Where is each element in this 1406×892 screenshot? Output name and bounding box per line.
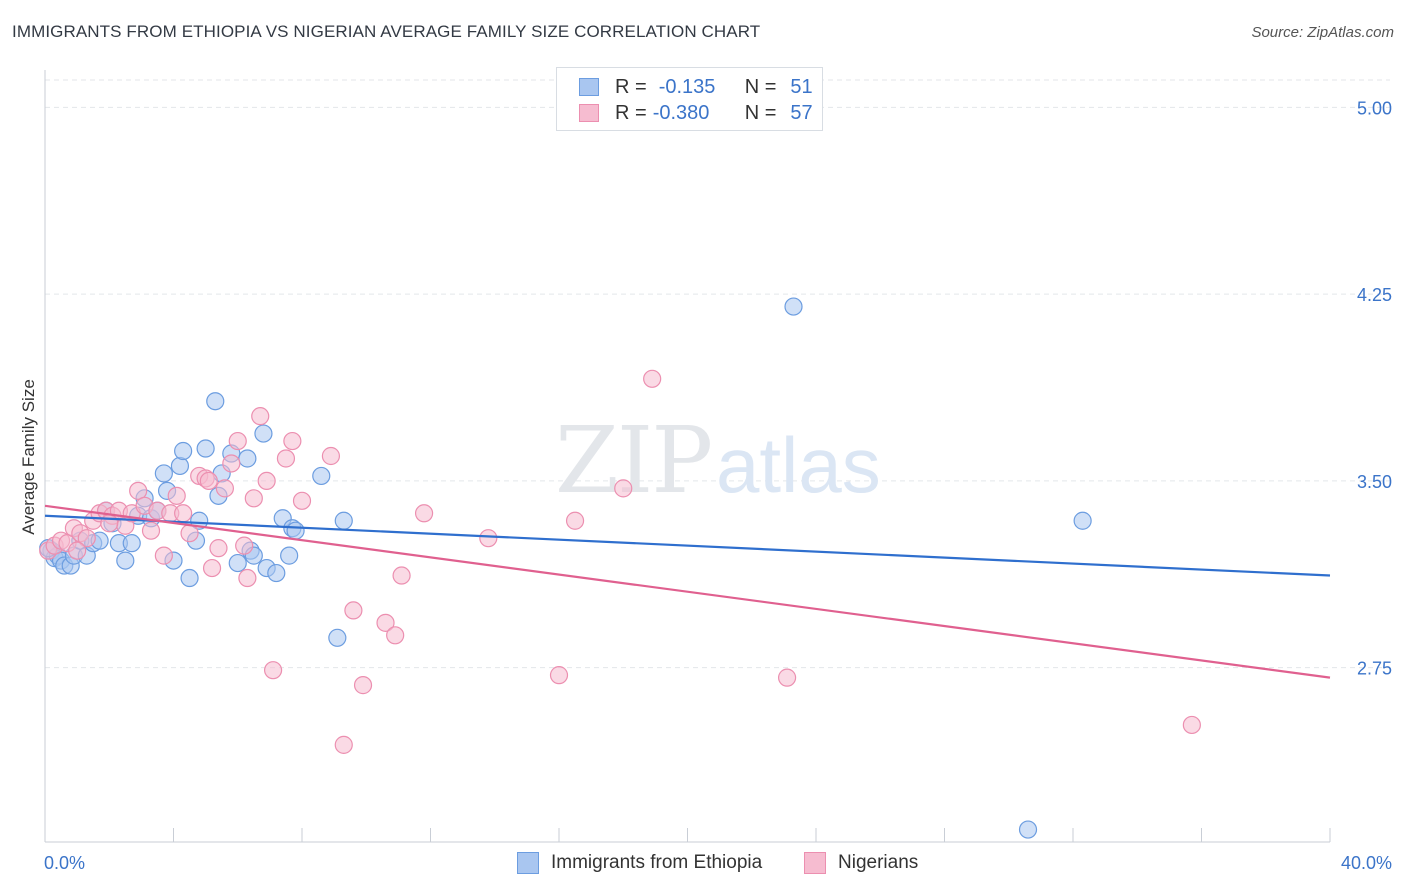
data-point-ethiopia <box>174 441 193 461</box>
data-point-ethiopia <box>228 553 247 573</box>
grid-lines <box>45 79 1390 669</box>
data-point-nigerians <box>257 471 276 491</box>
series-swatch-nigerians <box>804 852 826 874</box>
data-point-nigerians <box>276 449 296 468</box>
data-point-nigerians <box>209 539 228 558</box>
data-point-ethiopia <box>254 424 273 443</box>
data-point-ethiopia <box>116 551 135 570</box>
data-point-nigerians <box>244 489 263 508</box>
legend-r-value: -0.135 <box>658 75 716 98</box>
data-point-nigerians <box>614 479 633 498</box>
series-legend-nigerians[interactable]: Nigerians <box>804 852 918 874</box>
data-point-nigerians <box>777 668 797 687</box>
legend-n-value: 51 <box>790 75 813 98</box>
watermark: ZIP atlas <box>555 407 881 514</box>
series-swatch-ethiopia <box>517 852 539 874</box>
data-point-ethiopia <box>196 439 215 458</box>
trend-line-ethiopia <box>44 514 1331 577</box>
legend-n-label: N = <box>744 101 777 124</box>
legend-r-label: R = <box>615 75 647 98</box>
series-legend: Immigrants from Ethiopia Nigerians <box>0 852 1406 876</box>
data-point-ethiopia <box>1018 820 1038 839</box>
data-point-nigerians <box>283 431 302 451</box>
series-legend-ethiopia[interactable]: Immigrants from Ethiopia <box>517 852 762 874</box>
y-tick-label: 5.00 <box>1357 98 1392 118</box>
data-point-ethiopia <box>154 464 173 483</box>
axes <box>44 70 1331 843</box>
data-point-nigerians <box>238 568 257 588</box>
data-point-ethiopia <box>238 449 257 468</box>
data-point-nigerians <box>334 735 353 754</box>
data-point-nigerians <box>565 511 585 530</box>
data-point-nigerians <box>1182 715 1201 735</box>
legend-row-ethiopia: R = -0.135 N = 51 <box>579 75 813 99</box>
data-point-ethiopia <box>286 521 305 540</box>
data-point-nigerians <box>643 369 662 388</box>
data-point-nigerians <box>180 524 199 543</box>
series-label-nigerians: Nigerians <box>838 852 919 873</box>
stats-legend: R = -0.135 N = 51 R = -0.380 N = 57 <box>556 67 823 131</box>
legend-n-label: N = <box>744 75 777 98</box>
data-point-nigerians <box>292 491 312 510</box>
data-point-nigerians <box>199 471 218 491</box>
data-point-nigerians <box>77 529 96 548</box>
data-point-ethiopia <box>328 628 347 647</box>
data-point-nigerians <box>215 479 234 498</box>
x-tick-label: 0.0% <box>44 853 85 873</box>
data-point-ethiopia <box>784 297 803 316</box>
data-point-nigerians <box>202 558 222 578</box>
legend-swatch-nigerians <box>579 104 599 122</box>
data-point-nigerians <box>263 661 283 680</box>
data-point-nigerians <box>141 521 161 540</box>
data-point-nigerians <box>353 676 373 695</box>
data-point-nigerians <box>549 666 569 685</box>
data-point-nigerians <box>376 613 395 632</box>
y-axis-label: Average Family Size <box>19 379 38 535</box>
source-label: Source: ZipAtlas.com <box>1251 24 1394 41</box>
data-point-nigerians <box>100 514 119 533</box>
data-point-ethiopia <box>267 563 286 583</box>
x-tick-label: 40.0% <box>1341 853 1392 873</box>
legend-r-label: R = <box>615 101 647 124</box>
data-point-nigerians <box>386 626 405 645</box>
data-point-ethiopia <box>170 456 190 476</box>
watermark-zip: ZIP <box>555 407 711 514</box>
data-point-ethiopia <box>1073 511 1092 530</box>
legend-row-nigerians: R = -0.380 N = 57 <box>579 101 813 125</box>
legend-swatch-ethiopia <box>579 78 599 96</box>
data-point-ethiopia <box>334 511 353 530</box>
y-tick-label: 3.50 <box>1357 472 1392 492</box>
y-tick-label: 4.25 <box>1357 285 1392 305</box>
data-point-nigerians <box>235 536 254 555</box>
watermark-atlas: atlas <box>716 421 881 509</box>
trend-lines <box>44 504 1331 679</box>
data-point-ethiopia <box>280 546 299 565</box>
legend-n-value: 57 <box>790 101 813 124</box>
data-point-ethiopia <box>180 568 199 588</box>
data-point-ethiopia <box>206 392 225 411</box>
trend-line-nigerians <box>44 504 1331 679</box>
y-tick-label: 2.75 <box>1357 659 1392 679</box>
data-point-nigerians <box>228 431 247 451</box>
legend-r-value: -0.380 <box>652 101 710 124</box>
data-point-ethiopia <box>122 534 141 553</box>
data-point-nigerians <box>154 546 173 565</box>
data-point-nigerians <box>479 529 498 548</box>
data-point-ethiopia <box>312 466 331 486</box>
series-label-ethiopia: Immigrants from Ethiopia <box>551 852 763 873</box>
data-point-nigerians <box>167 486 186 505</box>
data-point-nigerians <box>414 504 434 523</box>
chart-title: IMMIGRANTS FROM ETHIOPIA VS NIGERIAN AVE… <box>12 22 761 41</box>
data-point-nigerians <box>392 566 411 585</box>
data-point-nigerians <box>68 541 87 560</box>
tick-labels: 2.75 3.50 4.25 5.00 0.0% 40.0% <box>44 98 1392 873</box>
data-point-nigerians <box>222 454 241 473</box>
data-points <box>39 297 1201 839</box>
data-point-nigerians <box>344 601 363 620</box>
data-point-nigerians <box>251 407 270 426</box>
data-point-nigerians <box>174 504 193 523</box>
data-point-nigerians <box>321 446 341 466</box>
